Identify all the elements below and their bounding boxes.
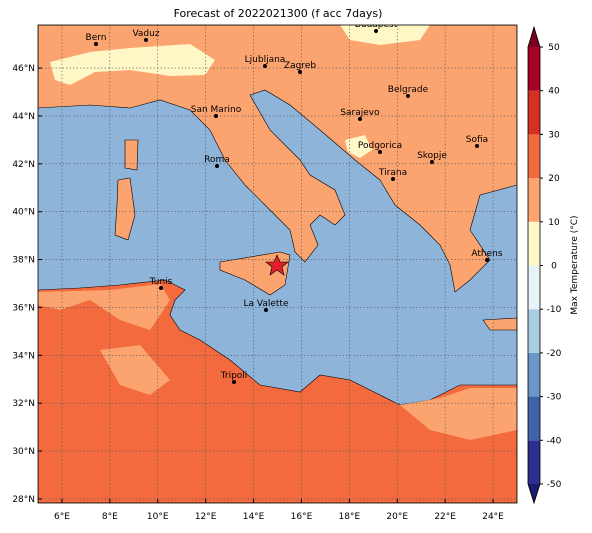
x-tick-label: 12°E — [195, 512, 217, 522]
city-dot — [358, 117, 362, 121]
x-tick-label: 10°E — [147, 512, 169, 522]
colorbar: -50 -40 -30 -20 -10 0 10 20 30 40 50 — [527, 25, 562, 505]
city-label: Belgrade — [388, 85, 429, 95]
y-tick-label: 40°N — [12, 208, 35, 218]
colorbar-bin — [528, 352, 540, 397]
map-frame — [37, 24, 518, 504]
city-label: Ljubljana — [245, 55, 286, 65]
city-dot — [391, 177, 395, 181]
colorbar-tick-label: 20 — [548, 174, 560, 184]
city-label: Sofia — [466, 135, 488, 145]
city-label: Podgorica — [358, 141, 402, 151]
colorbar-label: Max Temperature (°C) — [570, 215, 580, 314]
colorbar-bin — [528, 309, 540, 353]
y-tick-label: 30°N — [12, 447, 35, 457]
city-label: Zagreb — [284, 61, 316, 71]
warm-zone — [38, 284, 170, 330]
city-label: Tunis — [149, 277, 173, 287]
cold-zone — [340, 25, 430, 45]
city-dot — [215, 164, 219, 168]
x-tick-label: 24°E — [482, 512, 504, 522]
x-tick-label: 20°E — [386, 512, 408, 522]
x-tick-label: 14°E — [243, 512, 265, 522]
cold-zone — [345, 135, 372, 158]
city-label: San Marino — [191, 105, 242, 115]
map-title: Forecast of 2022021300 (f acc 7days) — [174, 7, 383, 20]
colorbar-tick-label: 40 — [548, 87, 560, 97]
warm-zone — [400, 388, 517, 440]
y-tick-label: 44°N — [12, 112, 35, 122]
colorbar-extend — [528, 27, 540, 47]
colorbar-bin — [528, 396, 540, 441]
city-dot — [374, 29, 378, 33]
city-dot — [214, 114, 218, 118]
crete — [482, 317, 517, 331]
y-tick-label: 36°N — [12, 303, 35, 313]
city-label: Skopje — [417, 151, 447, 161]
star-marker — [265, 254, 289, 276]
colorbar-bin — [528, 221, 540, 266]
x-tick-label: 8°E — [102, 512, 118, 522]
colorbar-tick-label: 30 — [548, 130, 560, 140]
city-dot — [430, 160, 434, 164]
colorbar-tick-label: -40 — [547, 436, 562, 446]
city-label: Budapest — [355, 20, 398, 30]
colorbar-tick-label: -50 — [547, 480, 562, 490]
city-dot — [485, 258, 489, 262]
city-dot — [159, 286, 163, 290]
x-tick-label: 22°E — [434, 512, 456, 522]
city-label: Athens — [471, 249, 502, 259]
cold-zone — [50, 44, 215, 85]
land-africa — [38, 279, 517, 503]
colorbar-tick-label: -10 — [547, 305, 562, 315]
axes: 6°E 8°E 10°E 12°E 14°E 16°E 18°E 20°E 22°E 24°E 28… — [12, 64, 504, 522]
city-label: Bern — [86, 33, 107, 43]
sardinia — [114, 177, 136, 241]
colorbar-bin — [528, 47, 540, 91]
colorbar-extend — [528, 484, 540, 503]
colorbar-tick-label: 50 — [548, 43, 560, 53]
city-dot — [475, 144, 479, 148]
y-tick-label: 46°N — [12, 64, 35, 74]
colorbar-bin — [528, 440, 540, 484]
colorbar-tick-label: -30 — [547, 393, 562, 403]
city-label: Sarajevo — [340, 108, 380, 118]
y-tick-label: 42°N — [12, 160, 35, 170]
city-label: Tripoli — [220, 371, 248, 381]
y-tick-label: 34°N — [12, 351, 35, 361]
city-dot — [378, 150, 382, 154]
colorbar-bin — [528, 265, 540, 310]
city-dot — [264, 308, 268, 312]
city-dot — [406, 94, 410, 98]
colorbar-tick-label: 0 — [551, 262, 557, 272]
city-label: Vaduz — [132, 29, 159, 39]
city-dot — [144, 38, 148, 42]
corsica — [124, 139, 139, 171]
warm-zone — [100, 345, 170, 395]
colorbar-bin — [528, 134, 540, 179]
colorbar-tick-label: 10 — [548, 218, 560, 228]
city-label: Roma — [204, 155, 230, 165]
colorbar-tick-label: -20 — [547, 349, 562, 359]
x-tick-label: 18°E — [339, 512, 361, 522]
y-tick-label: 32°N — [12, 399, 35, 409]
y-tick-label: 38°N — [12, 256, 35, 266]
y-tick-label: 28°N — [12, 495, 35, 505]
colorbar-bin — [528, 90, 540, 135]
x-tick-label: 6°E — [54, 512, 70, 522]
city-label: La Valette — [244, 299, 289, 309]
city-dot — [232, 380, 236, 384]
city-dot — [298, 70, 302, 74]
city-dot — [94, 42, 98, 46]
city-dot — [263, 64, 267, 68]
city-label: Tirana — [378, 168, 407, 178]
x-tick-label: 16°E — [291, 512, 313, 522]
colorbar-bin — [528, 178, 540, 222]
